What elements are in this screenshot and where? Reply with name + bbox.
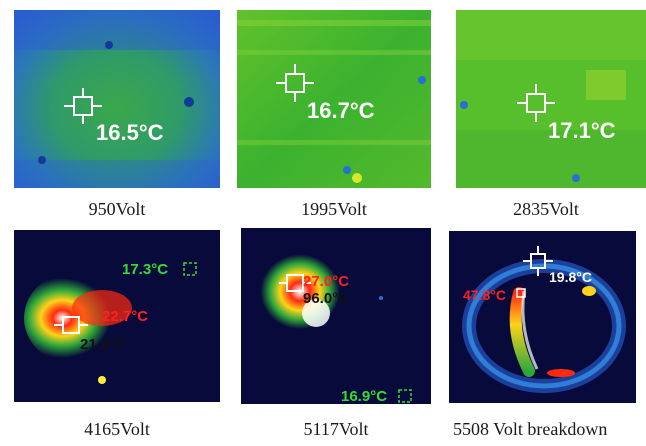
- crosshair-icon: [276, 64, 314, 102]
- caption-950v: 950Volt: [88, 199, 146, 219]
- caption-2835v: 2835Volt: [513, 199, 579, 219]
- temperature-reading: 47.8°C: [463, 287, 506, 303]
- temperature-reading: 27.0°C: [303, 273, 350, 290]
- crosshair-icon: [64, 88, 102, 124]
- thermal-image-1995v: 16.7°C: [237, 10, 431, 188]
- thermal-image-5508v-breakdown: 47.8°C 19.8°C: [449, 231, 636, 403]
- caption-4165v: 4165Volt: [84, 419, 150, 439]
- crosshair-icon: [279, 274, 311, 292]
- crosshair-icon: [517, 84, 555, 122]
- thermal-image-950v: 16.5°C: [14, 10, 220, 188]
- temperature-reading: 16.5°C: [96, 120, 164, 145]
- temperature-reading: 19.8°C: [549, 269, 592, 285]
- caption-5508v-breakdown: 5508 Volt breakdown: [453, 419, 608, 439]
- temperature-reading: 17.1°C: [548, 118, 616, 143]
- thermal-image-5117v: 27.0°C 96.0°C 16.9°C: [241, 228, 431, 404]
- temperature-reading: 21.8°C: [80, 336, 127, 353]
- temperature-reading: 17.3°C: [122, 261, 169, 278]
- crosshair-icon: [523, 246, 553, 276]
- crosshair-icon: [54, 316, 88, 334]
- temperature-reading: 16.7°C: [307, 98, 375, 123]
- caption-5117v: 5117Volt: [303, 419, 369, 439]
- temperature-reading: 22.7°C: [102, 308, 149, 325]
- temperature-reading: 96.0°C: [303, 290, 350, 307]
- thermal-image-4165v: 17.3°C 22.7°C 21.8°C: [14, 230, 220, 402]
- temperature-reading: 16.9°C: [341, 388, 388, 404]
- thermal-image-2835v: 17.1°C: [456, 10, 646, 188]
- caption-1995v: 1995Volt: [301, 199, 367, 219]
